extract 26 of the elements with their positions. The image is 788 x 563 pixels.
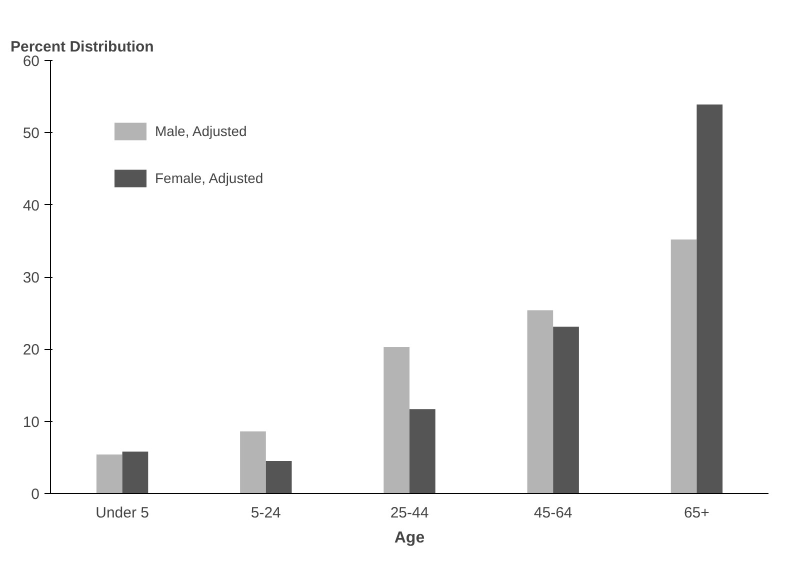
x-tick-label: 25-44 [390,504,429,522]
x-tick-label: 5-24 [250,504,281,522]
bar [240,431,266,494]
y-tick-label: 60 [22,53,40,70]
x-tick-label: 45-64 [534,504,572,522]
y-tick-label: 10 [22,414,40,431]
bar [384,347,410,494]
bar [553,326,579,494]
x-axis-title: Age [394,530,425,546]
y-tick-label: 0 [31,486,40,503]
bar [696,104,723,494]
y-tick-label: 40 [22,197,40,214]
legend-label: Female, Adjusted [155,170,264,186]
bar [670,239,697,494]
bar [266,461,292,494]
x-tick-label: Under 5 [96,504,149,522]
legend-label: Male, Adjusted [155,123,247,139]
y-tick-label: 20 [22,342,40,359]
y-tick-label: 50 [22,125,40,142]
bar [122,452,148,494]
bar [527,310,554,494]
y-tick-label: 30 [22,270,40,286]
bar [410,409,436,494]
chart-title: Percent Distribution [10,38,154,56]
bar [96,454,122,494]
x-tick-label: 65+ [684,504,710,522]
